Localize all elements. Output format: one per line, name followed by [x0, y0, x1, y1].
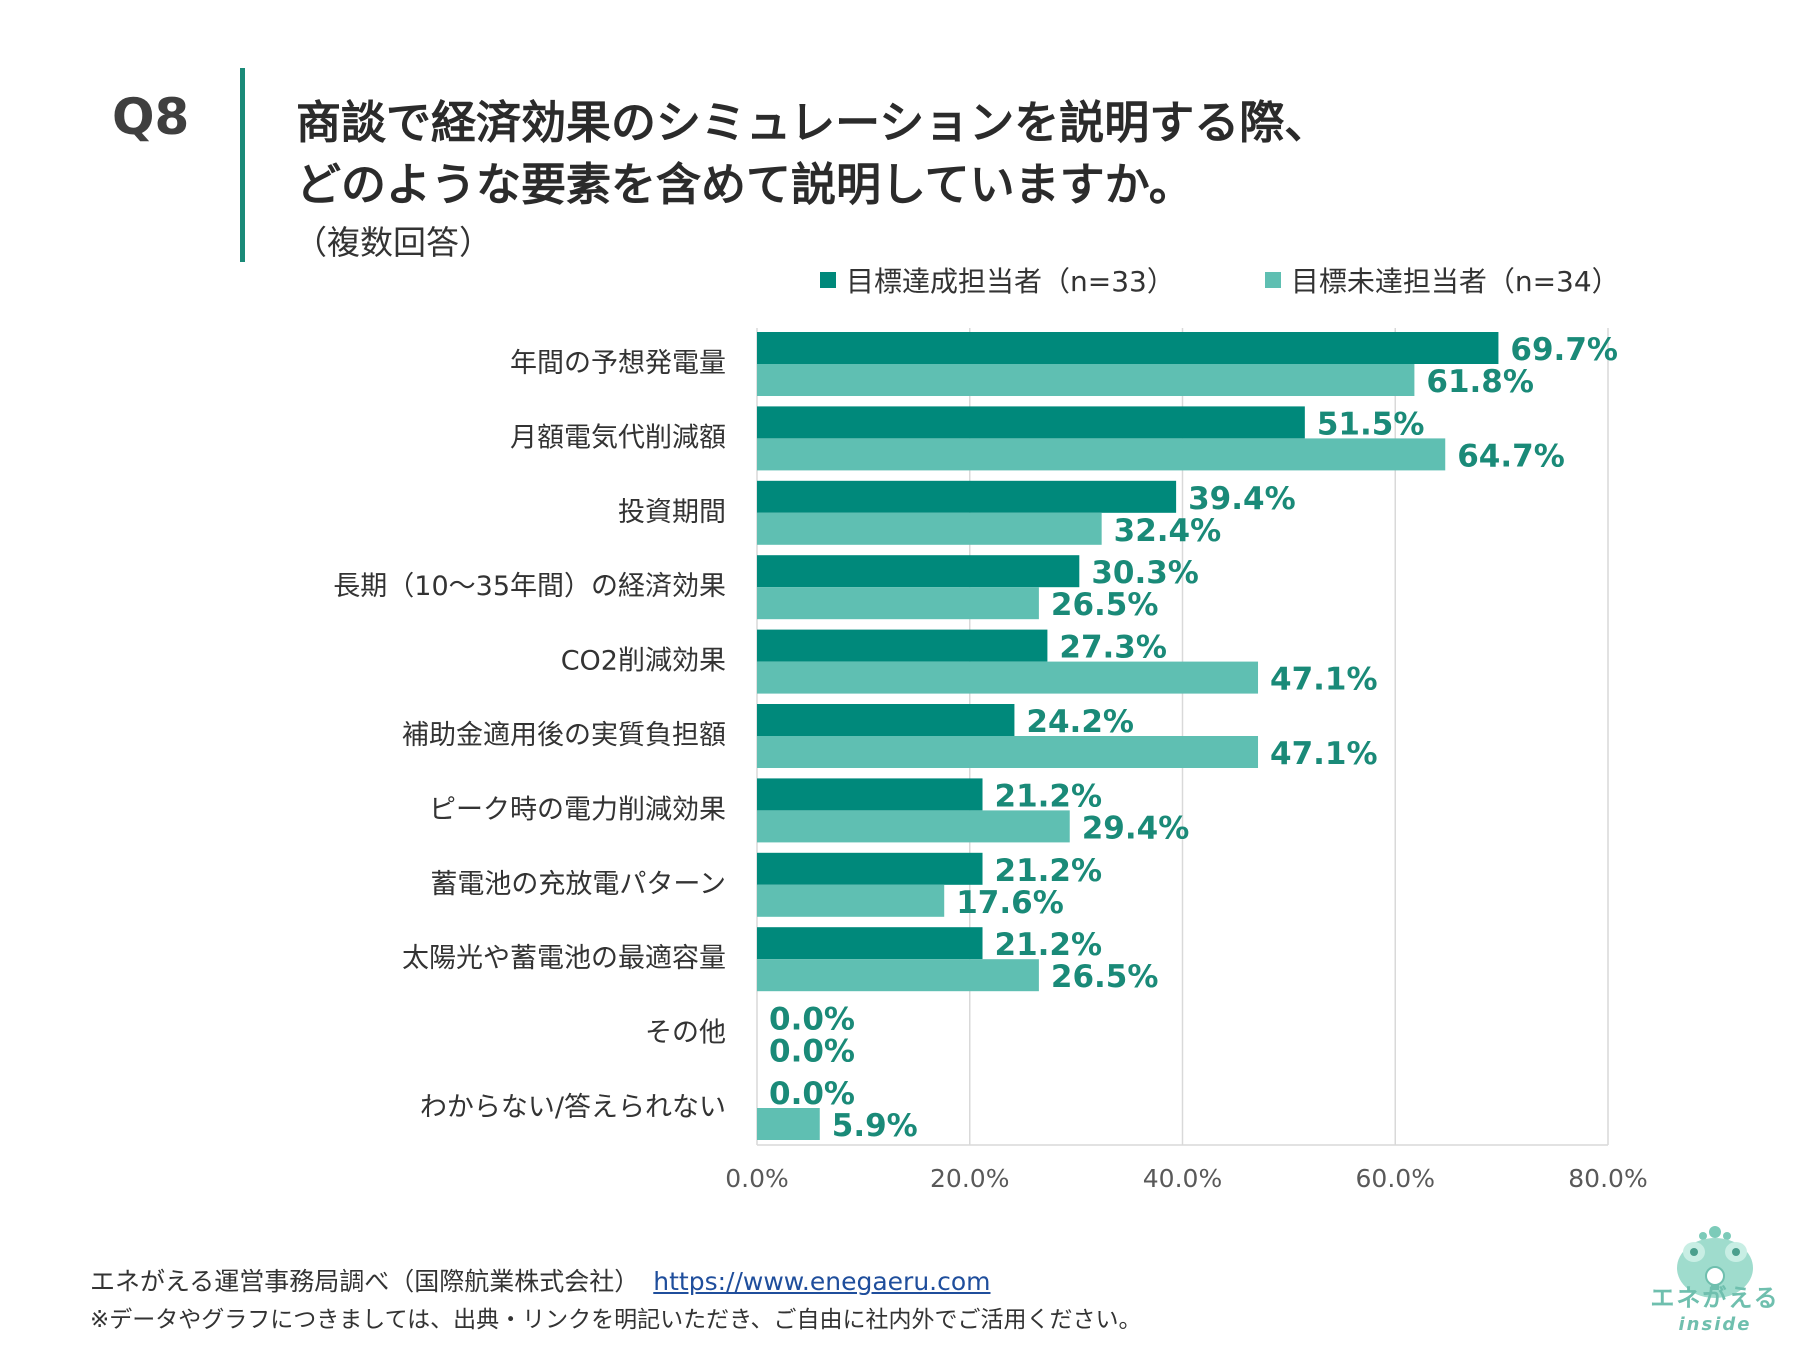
bar-s0-6 — [757, 778, 983, 811]
value-label-s0-2: 39.4% — [1188, 481, 1296, 517]
bar-s1-7 — [757, 884, 945, 917]
page-title: 商談で経済効果のシミュレーションを説明する際、 どのような要素を含めて説明してい… — [296, 92, 1329, 216]
value-label-s1-5: 47.1% — [1270, 736, 1378, 772]
category-label-10: わからない/答えられない — [420, 1092, 726, 1123]
category-label-6: ピーク時の電力削減効果 — [429, 794, 726, 825]
bar-s0-5 — [757, 704, 1015, 736]
value-label-s1-4: 47.1% — [1270, 662, 1378, 698]
category-label-2: 投資期間 — [618, 497, 726, 528]
x-tick-label-2: 40.0% — [1143, 1164, 1222, 1193]
source-text: エネがえる運営事務局調べ（国際航業株式会社） — [90, 1267, 640, 1296]
value-label-s1-7: 17.6% — [956, 885, 1064, 921]
x-tick-label-0: 0.0% — [725, 1164, 789, 1193]
legend-item-not-achieved: 目標未達担当者（n=34） — [1264, 260, 1620, 300]
category-label-7: 蓄電池の充放電パターン — [430, 869, 726, 900]
bar-s0-1 — [757, 406, 1305, 439]
source-link[interactable]: https://www.enegaeru.com — [653, 1267, 991, 1296]
title-line-2: どのような要素を含めて説明していますか。 — [296, 158, 1194, 211]
bar-s0-3 — [757, 555, 1080, 588]
value-label-s0-1: 51.5% — [1317, 406, 1425, 442]
bar-s0-7 — [757, 852, 983, 885]
value-label-s1-2: 32.4% — [1114, 513, 1222, 549]
logo-sub: inside — [1678, 1314, 1752, 1335]
subtitle: （複数回答） — [294, 223, 492, 262]
value-label-s0-0: 69.7% — [1510, 332, 1618, 368]
legend-swatch-achieved — [820, 272, 836, 288]
bar-s0-8 — [757, 927, 983, 960]
value-label-s0-7: 21.2% — [995, 853, 1103, 889]
x-tick-label-3: 60.0% — [1356, 1164, 1435, 1193]
category-label-0: 年間の予想発電量 — [510, 348, 726, 379]
bar-chart: 年間の予想発電量 69.7%61.8% 月額電気代削減額 51.5% 64.7% 投資期間… — [333, 328, 1648, 1193]
legend-label-not-achieved: 目標未達担当者（n=34） — [1290, 265, 1620, 298]
value-label-s0-3: 30.3% — [1091, 555, 1199, 591]
title-line-1: 商談で経済効果のシミュレーションを説明する際、 — [296, 96, 1330, 149]
usage-note: ※データやグラフにつきましては、出典・リンクを明記いただき、ご自由に社内外でご活… — [90, 1307, 1142, 1333]
value-label-s1-0: 61.8% — [1426, 364, 1534, 400]
x-tick-label-4: 80.0% — [1568, 1164, 1647, 1193]
legend-label-achieved: 目標達成担当者（n=33） — [846, 265, 1175, 298]
bar-s0-2 — [757, 480, 1177, 513]
bar-s1-5 — [757, 736, 1259, 768]
logo-name: エネがえる — [1650, 1284, 1780, 1312]
category-label-4: CO2削減効果 — [561, 646, 726, 677]
bar-s1-3 — [757, 587, 1039, 620]
value-label-s0-6: 21.2% — [995, 778, 1103, 814]
value-label-s0-9: 0.0% — [769, 1002, 855, 1038]
value-label-s0-8: 21.2% — [995, 927, 1103, 963]
bar-s1-0 — [757, 364, 1415, 396]
category-label-5: 補助金適用後の実質負担額 — [402, 720, 726, 751]
chart-legend: 目標達成担当者（n=33） 目標未達担当者（n=34） — [820, 262, 1710, 298]
category-label-8: 太陽光や蓄電池の最適容量 — [402, 943, 726, 974]
bar-s0-0 — [757, 332, 1499, 364]
legend-item-achieved: 目標達成担当者（n=33） — [820, 260, 1175, 300]
x-tick-label-1: 20.0% — [930, 1164, 1009, 1193]
legend-swatch-not-achieved — [1264, 272, 1281, 288]
value-label-s1-3: 26.5% — [1051, 587, 1159, 623]
frog-bulb-logo-icon — [1677, 1226, 1753, 1298]
value-label-s0-10: 0.0% — [769, 1076, 855, 1112]
bar-s1-10 — [757, 1108, 820, 1140]
bar-s1-1 — [757, 438, 1446, 471]
value-label-s1-8: 26.5% — [1051, 959, 1159, 995]
value-label-s1-9: 0.0% — [769, 1034, 855, 1070]
category-label-3: 長期（10〜35年間）の経済効果 — [333, 571, 726, 602]
category-label-1: 月額電気代削減額 — [510, 422, 726, 453]
value-label-s0-5: 24.2% — [1026, 704, 1134, 740]
bar-s1-8 — [757, 959, 1039, 992]
bar-s0-4 — [757, 629, 1048, 662]
bar-s1-2 — [757, 512, 1102, 545]
bar-s1-6 — [757, 810, 1070, 843]
value-label-s0-4: 27.3% — [1059, 630, 1167, 666]
bar-s1-4 — [757, 661, 1259, 694]
category-label-9: その他 — [645, 1018, 726, 1049]
accent-divider — [240, 68, 245, 262]
source-line: エネがえる運営事務局調べ（国際航業株式会社） https://www.enegae… — [90, 1262, 991, 1298]
value-label-s1-1: 64.7% — [1457, 438, 1565, 474]
question-label: Q8 — [112, 88, 190, 146]
value-label-s1-10: 5.9% — [832, 1108, 918, 1144]
value-label-s1-6: 29.4% — [1082, 810, 1190, 846]
